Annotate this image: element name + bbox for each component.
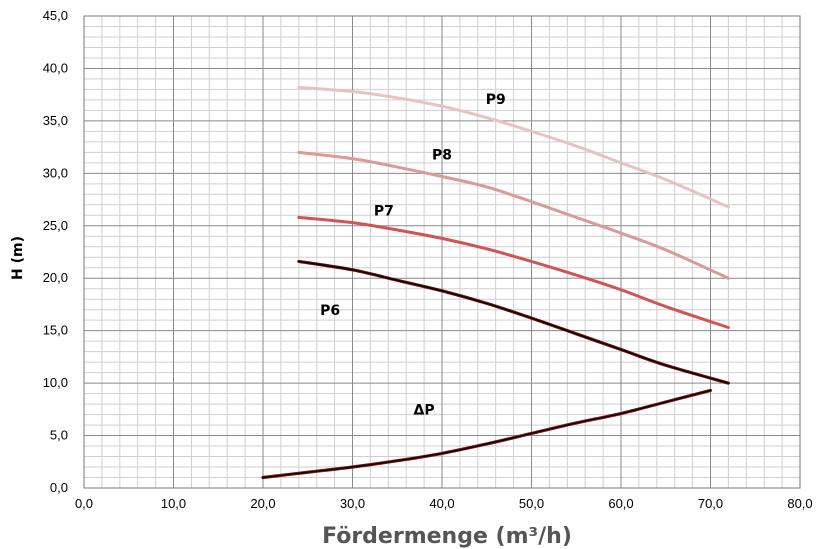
x-tick-label: 20,0: [250, 496, 275, 511]
series-line-p8: [297, 150, 730, 280]
series-label-delta-p: ΔP: [414, 403, 435, 419]
series-line-p7: [297, 215, 730, 330]
y-tick-label: 25,0: [43, 218, 68, 233]
series-label-p8: P8: [432, 148, 452, 164]
x-tick-label: 40,0: [429, 496, 454, 511]
y-tick-label: 5,0: [50, 428, 68, 443]
x-tick-label: 80,0: [787, 496, 812, 511]
plot-area-border: [83, 15, 801, 489]
y-axis-label: H (m): [10, 236, 26, 280]
series-label-p9: P9: [486, 92, 506, 108]
curve-labels: P9 P8 P7 P6 ΔP: [320, 92, 506, 418]
x-tick-label: 10,0: [161, 496, 186, 511]
y-tick-label: 10,0: [43, 375, 68, 390]
series-line-delta-p-core: [262, 389, 712, 479]
x-tick-labels: 0,0 10,0 20,0 30,0 40,0 50,0 60,0 70,0 80,0: [75, 496, 813, 511]
y-tick-label: 30,0: [43, 165, 68, 180]
y-tick-label: 15,0: [43, 323, 68, 338]
series-line-p9: [297, 85, 730, 209]
y-tick-labels: 0,0 5,0 10,0 15,0 20,0 25,0 30,0 35,0 40,0 45,0: [43, 8, 68, 495]
series-line-p6-core: [298, 260, 729, 384]
series-label-p7: P7: [374, 203, 394, 219]
x-tick-label: 50,0: [519, 496, 544, 511]
series-layer: [261, 85, 730, 480]
x-tick-label: 60,0: [608, 496, 633, 511]
y-tick-label: 0,0: [50, 480, 68, 495]
major-gridlines: [83, 15, 801, 489]
series-label-p6: P6: [320, 303, 340, 319]
minor-gridlines: [84, 16, 800, 488]
x-axis-label: Fördermenge (m³/h): [322, 524, 572, 549]
x-tick-label: 70,0: [698, 496, 723, 511]
y-tick-label: 45,0: [43, 8, 68, 23]
x-tick-label: 0,0: [75, 496, 93, 511]
series-line-delta-p: [261, 388, 713, 480]
y-tick-label: 20,0: [43, 270, 68, 285]
y-tick-label: 40,0: [43, 60, 68, 75]
y-tick-label: 35,0: [43, 113, 68, 128]
x-tick-label: 30,0: [340, 496, 365, 511]
